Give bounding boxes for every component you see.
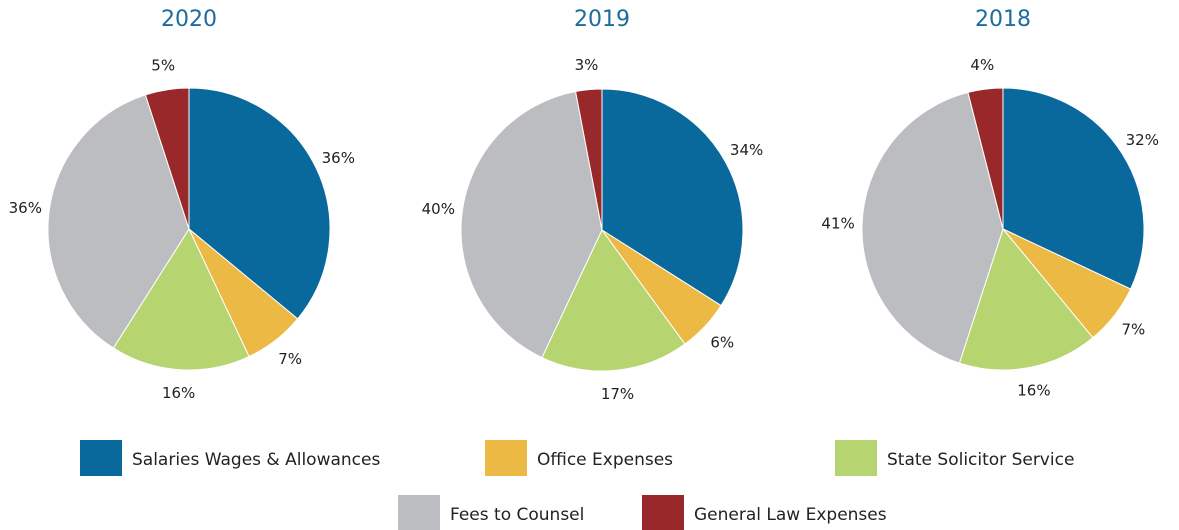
data-label: 16% — [162, 384, 195, 402]
pie-slice — [112, 227, 250, 371]
pie-slice — [144, 87, 190, 230]
chart-title: 2020 — [161, 7, 217, 32]
chart-title: 2018 — [975, 7, 1031, 32]
data-label: 32% — [1126, 131, 1159, 149]
legend-label: Salaries Wages & Allowances — [132, 450, 380, 470]
chart-title: 2019 — [574, 7, 630, 32]
data-label: 36% — [9, 199, 42, 217]
data-label: 7% — [278, 350, 302, 368]
data-label: 40% — [422, 200, 455, 218]
data-label: 7% — [1121, 321, 1145, 339]
pie-slice — [967, 87, 1004, 230]
legend-swatch — [485, 440, 527, 476]
data-label: 6% — [710, 333, 734, 351]
data-label: 34% — [730, 141, 763, 159]
legend-swatch — [80, 440, 122, 476]
pie-slice — [460, 90, 603, 359]
data-label: 4% — [970, 56, 994, 74]
data-label: 41% — [821, 214, 854, 232]
pie-slice — [1002, 87, 1145, 290]
data-label: 36% — [322, 149, 355, 167]
pie-slice — [541, 229, 686, 372]
pie-slice — [188, 87, 331, 320]
legend-label: General Law Expenses — [694, 505, 887, 525]
pie-slice — [574, 88, 603, 231]
data-label: 5% — [151, 57, 175, 75]
data-label: 3% — [575, 56, 599, 74]
legend-swatch — [835, 440, 877, 476]
legend-label: Office Expenses — [537, 450, 673, 470]
pie-slice — [47, 94, 190, 349]
pie-slice — [601, 88, 744, 307]
data-label: 16% — [1017, 382, 1050, 400]
legend-label: Fees to Counsel — [450, 505, 584, 525]
pie-slice — [861, 91, 1004, 364]
legend-swatch — [398, 495, 440, 530]
legend-label: State Solicitor Service — [887, 450, 1074, 470]
pie-slice — [958, 227, 1094, 371]
data-label: 17% — [601, 385, 634, 403]
legend-swatch — [642, 495, 684, 530]
